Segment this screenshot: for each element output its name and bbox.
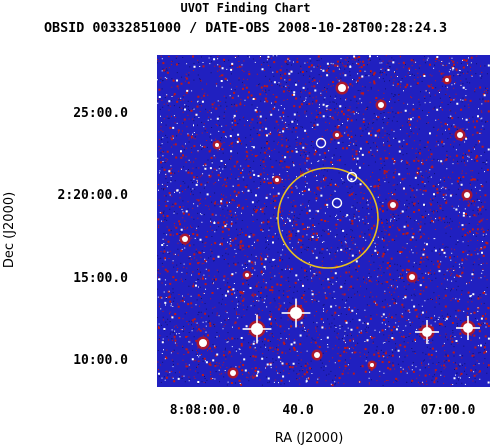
bright-star: [281, 298, 311, 328]
noise-red: [157, 55, 490, 387]
source-marker: [315, 137, 327, 149]
x-tick-labels: 8:08:00.0 40.0 20.0 07:00.0: [170, 403, 476, 418]
x-axis-label: RA (J2000): [275, 431, 344, 446]
x-tick-label: 8:08:00.0: [170, 403, 241, 418]
bright-star: [272, 175, 282, 185]
bright-star: [387, 199, 399, 211]
sky-image: [157, 55, 490, 387]
bright-star: [454, 129, 466, 141]
bright-star: [406, 271, 418, 283]
overlay-markers: [277, 137, 379, 269]
bright-star: [442, 75, 452, 85]
x-tick-label: 07:00.0: [421, 403, 476, 418]
bright-star: [311, 349, 323, 361]
bright-star: [212, 140, 222, 150]
y-tick-label: 10:00.0: [73, 353, 128, 368]
y-tick-label: 15:00.0: [73, 271, 128, 286]
bright-star: [461, 189, 473, 201]
x-tick-label: 20.0: [363, 403, 394, 418]
chart-subtitle: OBSID 00332851000 / DATE-OBS 2008-10-28T…: [43, 21, 448, 36]
x-tick-label: 40.0: [282, 403, 313, 418]
source-marker: [346, 171, 358, 183]
bright-star: [456, 316, 480, 340]
bright-star: [375, 99, 387, 111]
bright-star: [242, 270, 252, 280]
chart-title: UVOT Finding Chart: [180, 1, 311, 15]
bright-star: [179, 233, 191, 245]
bright-star: [332, 130, 342, 140]
bright-star: [335, 81, 349, 95]
y-tick-labels: 25:00.0 2:20:00.0 15:00.0 10:00.0: [58, 106, 129, 368]
source-marker: [331, 197, 343, 209]
error-circle: [277, 167, 379, 269]
y-tick-label: 25:00.0: [73, 106, 128, 121]
bright-star: [196, 336, 210, 350]
y-tick-label: 2:20:00.0: [58, 188, 129, 203]
bright-star: [227, 367, 239, 379]
y-axis-label: Dec (J2000): [2, 192, 17, 268]
bright-star: [367, 360, 377, 370]
bright-star: [415, 320, 439, 344]
bright-star: [242, 314, 272, 344]
